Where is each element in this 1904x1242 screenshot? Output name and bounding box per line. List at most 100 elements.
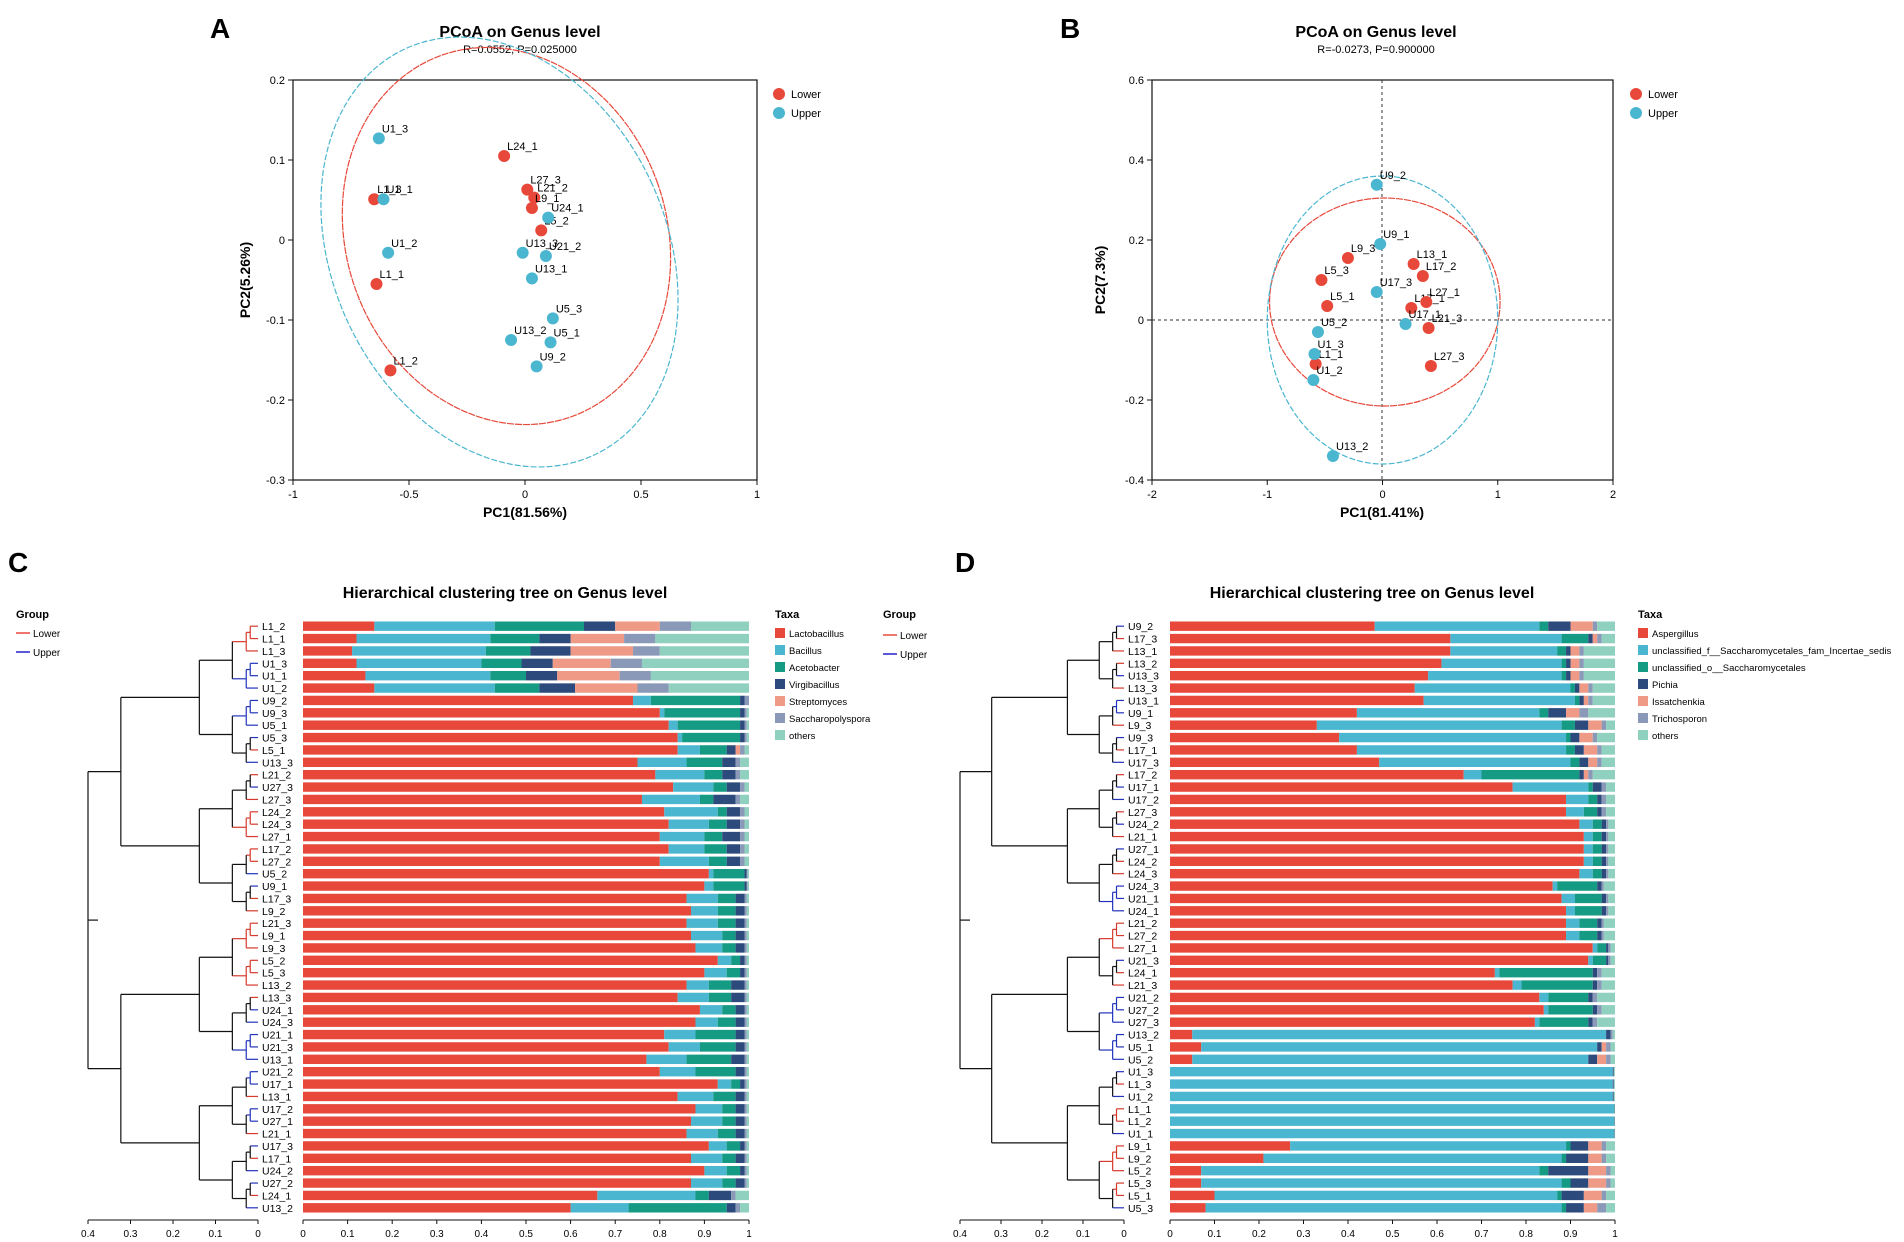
confidence-ellipse-upper (1266, 175, 1499, 465)
stacked-bar-segment (744, 955, 747, 966)
stacked-bar-segment (735, 918, 745, 928)
stacked-bar-segment (1606, 844, 1609, 854)
stacked-bar-segment (619, 670, 651, 681)
scatter-point (1407, 258, 1420, 270)
stacked-bar-segment (722, 1005, 736, 1015)
sample-label: U17_2 (1128, 794, 1159, 806)
stacked-bar-segment (1588, 1165, 1607, 1176)
stacked-bar-segment (1592, 782, 1602, 792)
stacked-bar-segment (735, 1153, 745, 1164)
stacked-bar-segment (303, 1141, 709, 1151)
stacked-bar-segment (1579, 695, 1584, 706)
stacked-bar-segment (1441, 658, 1562, 669)
sample-label: U1_3 (262, 658, 287, 670)
stacked-bar-segment (1601, 918, 1604, 928)
stacked-bar-segment (303, 757, 638, 768)
stacked-bar-segment (1606, 831, 1609, 842)
stacked-bar-segment (740, 856, 745, 867)
sample-label: L1_3 (1128, 1079, 1152, 1091)
y-tick-label: 0 (279, 235, 285, 247)
panel-c-group-legend-title: Group (16, 609, 49, 621)
stacked-bar-segment (303, 646, 353, 656)
stacked-bar-segment (1566, 918, 1580, 928)
stacked-bar-segment (1601, 1005, 1615, 1015)
scatter-point (544, 336, 557, 349)
sample-label: U17_3 (1128, 757, 1159, 769)
panel-c-bars (303, 621, 749, 1213)
stacked-bar-segment (1597, 943, 1607, 953)
stacked-bar-segment (735, 1203, 741, 1213)
stacked-bar-segment (735, 930, 745, 941)
sample-label: L24_1 (1128, 968, 1157, 980)
stacked-bar-segment (735, 1178, 745, 1188)
stacked-bar-segment (1597, 918, 1602, 928)
stacked-bar-segment (726, 807, 741, 817)
stacked-bar-segment (677, 720, 741, 730)
stacked-bar-segment (1606, 807, 1615, 817)
sample-label: L13_3 (262, 992, 291, 1004)
sample-label: U9_1 (262, 881, 287, 893)
stacked-bar-segment (303, 1104, 696, 1114)
panel-a: A PCoA on Genus level R=0.0552, P=0.0250… (210, 13, 821, 520)
stacked-bar-segment (1608, 819, 1615, 829)
stacked-bar-segment (717, 955, 732, 966)
stacked-bar-segment (1170, 1005, 1544, 1015)
stacked-bar-segment (1579, 658, 1584, 669)
stacked-bar-segment (744, 819, 749, 829)
sample-label: U1_2 (1128, 1091, 1153, 1103)
stacked-bar-segment (1566, 670, 1571, 681)
stacked-bar-segment (746, 881, 748, 891)
stacked-bar-segment (735, 1029, 745, 1040)
stacked-bar-segment (691, 906, 718, 916)
sample-label: U24_1 (1128, 906, 1159, 918)
stacked-bar-segment (1566, 1203, 1584, 1213)
stacked-bar-segment (744, 708, 747, 718)
stacked-bar-segment (1566, 745, 1575, 755)
taxa-legend-label: Acetobacter (789, 663, 840, 674)
stacked-bar-segment (722, 769, 736, 780)
stacked-bar-segment (744, 881, 747, 891)
stacked-bar-segment (744, 695, 749, 706)
tree-tick-label: 0 (1121, 1229, 1127, 1240)
stacked-bar-segment (708, 819, 727, 829)
stacked-bar-segment (1583, 658, 1615, 669)
stacked-bar-segment (303, 893, 687, 904)
scatter-point (1308, 348, 1321, 360)
stacked-bar-segment (303, 1042, 669, 1052)
stacked-bar-segment (1583, 807, 1598, 817)
stacked-bar-segment (722, 1178, 736, 1188)
stacked-bar-segment (740, 732, 745, 743)
stacked-bar-segment (746, 1066, 749, 1077)
stacked-bar-segment (708, 856, 727, 867)
sample-label: U21_2 (262, 1067, 293, 1079)
stacked-bar-segment (735, 906, 745, 916)
stacked-bar-segment (744, 807, 749, 817)
stacked-bar-segment (1606, 720, 1615, 730)
stacked-bar-segment (1588, 1153, 1602, 1164)
x-tick-label: 2 (1610, 489, 1616, 501)
sample-label: L13_1 (1128, 646, 1157, 658)
stacked-bar-segment (744, 1153, 747, 1164)
stacked-bar-segment (1170, 1165, 1202, 1176)
y-tick-label: -0.2 (266, 395, 285, 407)
sample-label: U17_1 (1128, 782, 1159, 794)
taxa-legend-label: Saccharopolyspora (789, 714, 871, 725)
scatter-point (521, 183, 534, 196)
sample-label: L27_3 (262, 794, 291, 806)
stacked-bar-segment (704, 844, 727, 854)
panel-a-legend-lower-marker (773, 88, 785, 100)
stacked-bar-segment (1588, 782, 1593, 792)
stacked-bar-segment (664, 708, 741, 718)
stacked-bar-segment (744, 1141, 747, 1151)
panel-d: D Hierarchical clustering tree on Genus … (953, 547, 1891, 1240)
sample-label: U5_3 (262, 733, 287, 745)
stacked-bar-segment (655, 633, 749, 644)
stacked-bar-segment (744, 1165, 747, 1176)
stacked-bar-segment (682, 732, 741, 743)
stacked-bar-segment (744, 1178, 747, 1188)
sample-label: L17_2 (262, 844, 291, 856)
sample-label: L5_2 (1128, 1166, 1152, 1178)
stacked-bar-segment (1592, 695, 1615, 706)
stacked-bar-segment (744, 732, 747, 743)
stacked-bar-segment (1574, 695, 1580, 706)
